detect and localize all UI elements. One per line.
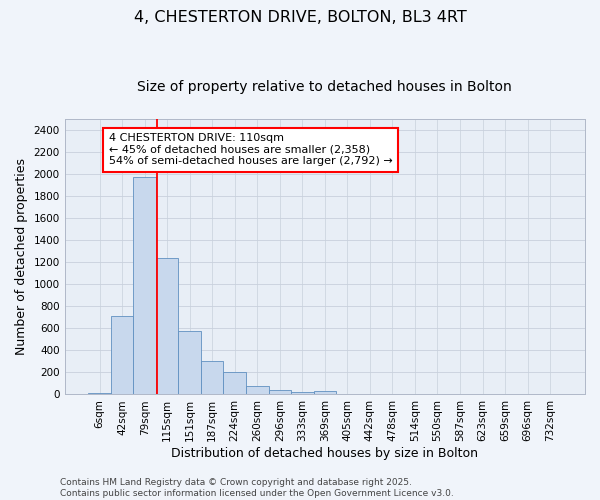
Title: Size of property relative to detached houses in Bolton: Size of property relative to detached ho… — [137, 80, 512, 94]
Bar — [178, 331, 201, 394]
Bar — [314, 391, 336, 394]
Text: 4, CHESTERTON DRIVE, BOLTON, BL3 4RT: 4, CHESTERTON DRIVE, BOLTON, BL3 4RT — [134, 10, 466, 25]
Bar — [269, 390, 291, 394]
Y-axis label: Number of detached properties: Number of detached properties — [15, 158, 28, 355]
Text: Contains HM Land Registry data © Crown copyright and database right 2025.
Contai: Contains HM Land Registry data © Crown c… — [60, 478, 454, 498]
Bar — [133, 177, 156, 394]
Bar — [291, 392, 314, 394]
Bar — [246, 386, 269, 394]
Bar — [201, 361, 223, 394]
X-axis label: Distribution of detached houses by size in Bolton: Distribution of detached houses by size … — [172, 447, 478, 460]
Text: 4 CHESTERTON DRIVE: 110sqm
← 45% of detached houses are smaller (2,358)
54% of s: 4 CHESTERTON DRIVE: 110sqm ← 45% of deta… — [109, 133, 393, 166]
Bar — [156, 258, 178, 394]
Bar — [111, 316, 133, 394]
Bar — [223, 372, 246, 394]
Bar — [88, 393, 111, 394]
